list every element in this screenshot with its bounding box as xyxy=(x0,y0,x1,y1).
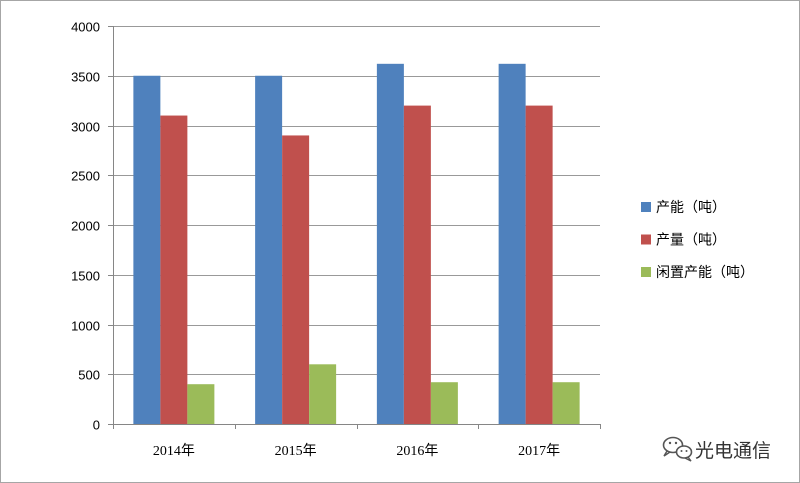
bar-idle-capacity-2015 xyxy=(309,364,337,424)
y-tick-label: 1000 xyxy=(71,319,100,334)
bars xyxy=(133,63,580,425)
y-tick-label: 4000 xyxy=(71,20,100,35)
y-tick-label: 500 xyxy=(78,368,100,383)
x-tick-label: 2015年 xyxy=(275,443,317,459)
legend-swatch-capacity xyxy=(641,202,651,212)
y-tick-label: 2000 xyxy=(71,219,100,234)
y-tick-label: 3500 xyxy=(71,70,100,85)
bar-output-2017 xyxy=(525,105,553,424)
legend-label-idle-capacity: 闲置产能（吨） xyxy=(656,265,754,281)
bar-output-2014 xyxy=(160,115,188,425)
legend-swatch-output xyxy=(641,234,651,245)
watermark: 光电通信 xyxy=(662,436,771,462)
wechat-icon xyxy=(662,436,693,462)
bar-capacity-2015 xyxy=(255,75,283,424)
bar-output-2015 xyxy=(282,135,310,424)
y-tick-label: 0 xyxy=(93,418,100,433)
bar-idle-capacity-2016 xyxy=(430,382,458,424)
axes: 0 500 1000 1500 2000 2500 3000 3500 4000 2014年 201… xyxy=(71,20,601,459)
legend: 产能（吨） 产量（吨） 闲置产能（吨） xyxy=(641,200,754,281)
legend-label-output: 产量（吨） xyxy=(656,233,726,249)
bar-capacity-2016 xyxy=(376,63,404,425)
bar-idle-capacity-2017 xyxy=(552,382,580,424)
legend-swatch-idle-capacity xyxy=(641,267,651,277)
x-tick-label: 2017年 xyxy=(518,443,560,459)
watermark-text: 光电通信 xyxy=(695,440,771,462)
y-tick-label: 3000 xyxy=(71,120,100,135)
bar-idle-capacity-2014 xyxy=(187,384,215,424)
y-tick-label: 2500 xyxy=(71,169,100,184)
y-tick-label: 1500 xyxy=(71,269,100,284)
legend-label-capacity: 产能（吨） xyxy=(656,200,726,216)
x-tick-label: 2014年 xyxy=(153,443,195,459)
x-tick-label: 2016年 xyxy=(396,443,438,459)
bar-output-2016 xyxy=(403,105,431,424)
bar-capacity-2014 xyxy=(133,75,161,424)
bar-capacity-2017 xyxy=(498,63,526,425)
